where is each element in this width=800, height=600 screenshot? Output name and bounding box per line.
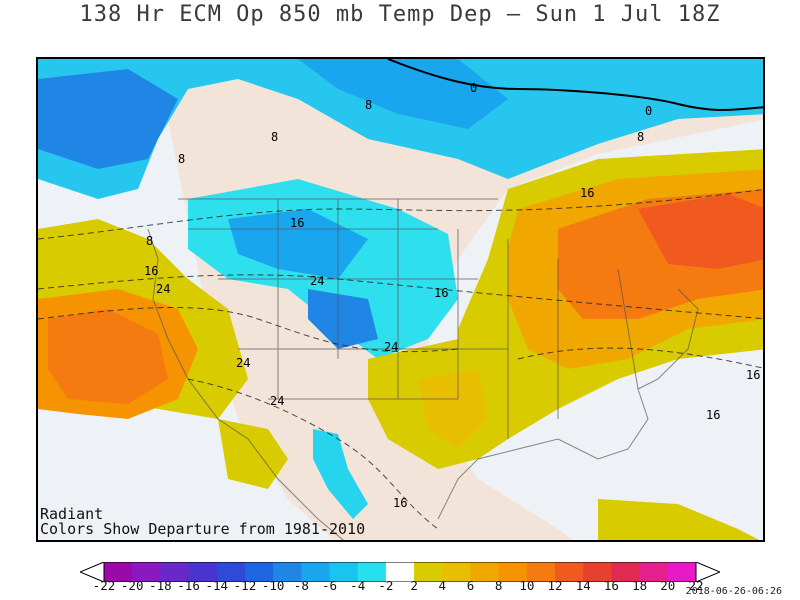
colorbar-tick-label: -22: [92, 578, 116, 593]
colorbar-swatch: [216, 562, 246, 582]
contour-label: 16: [144, 264, 158, 278]
credit-block: Radiant Colors Show Departure from 1981-…: [40, 507, 365, 537]
colorbar-swatch: [329, 562, 359, 582]
colorbar-tick-label: -14: [205, 578, 229, 593]
map-svg: 0 0 8 8 8 8 16 16 16 16 16 24 24 24 24 2…: [38, 59, 763, 540]
colorbar-swatch: [470, 562, 500, 582]
colorbar-tick-label: 8: [494, 578, 503, 593]
contour-label: 8: [146, 234, 153, 248]
contour-label: 16: [393, 496, 407, 510]
colorbar-tick-label: -4: [350, 578, 366, 593]
colorbar-tick-label: -6: [321, 578, 338, 593]
map-frame: 0 0 8 8 8 8 16 16 16 16 16 24 24 24 24 2…: [36, 57, 765, 542]
colorbar-swatch: [611, 562, 641, 582]
contour-label: 8: [271, 130, 278, 144]
colorbar-tick-label: 14: [575, 578, 591, 593]
colorbar-tick-label: 16: [603, 578, 619, 593]
colorbar-tick-label: 22: [688, 578, 704, 593]
colorbar-tick-label: -12: [233, 578, 257, 593]
colorbar-tick-label: 2: [410, 578, 418, 593]
colorbar-tick-label: -16: [177, 578, 200, 593]
colorbar-swatch: [273, 562, 302, 582]
colorbar-swatch: [442, 562, 471, 582]
contour-label: 24: [156, 282, 170, 296]
colorbar-swatch: [385, 562, 415, 582]
colorbar-swatch: [104, 562, 133, 582]
colorbar-right-arrow: [695, 562, 720, 582]
contour-label: 8: [178, 152, 185, 166]
contour-label: 24: [310, 274, 324, 288]
contour-label: 0: [645, 104, 652, 118]
colorbar-tick-label: 4: [438, 578, 447, 593]
colorbar-tick-label: -18: [149, 578, 172, 593]
colorbar-tick-label: -8: [293, 578, 309, 593]
colorbar-tick-label: 12: [547, 578, 563, 593]
credit-brand: Radiant: [40, 505, 104, 523]
contour-label: 24: [236, 356, 250, 370]
colorbar: [80, 562, 720, 582]
contour-label: 24: [384, 340, 398, 354]
map-title: 138 Hr ECM Op 850 mb Temp Dep — Sun 1 Ju…: [79, 2, 721, 27]
timestamp: 2018-06-26-06:26: [685, 586, 782, 597]
colorbar-tick-label: -2: [378, 578, 394, 593]
colorbar-tick-label: -10: [261, 578, 285, 593]
contour-label: 0: [470, 81, 477, 95]
contour-label: 16: [434, 286, 448, 300]
colorbar-swatch: [555, 562, 584, 582]
colorbar-swatch: [414, 562, 443, 582]
colorbar-swatch: [526, 562, 556, 582]
colorbar-swatch: [301, 562, 331, 582]
contour-label: 24: [270, 394, 284, 408]
contour-label: 16: [290, 216, 304, 230]
colorbar-swatch: [583, 562, 612, 582]
colorbar-swatch: [357, 562, 387, 582]
contour-label: 8: [365, 98, 372, 112]
colorbar-swatch: [667, 562, 697, 582]
colorbar-swatch: [639, 562, 669, 582]
colorbar-tick-label: 10: [519, 578, 535, 593]
colorbar-swatch: [498, 562, 528, 582]
contour-label: 16: [580, 186, 594, 200]
contour-label: 16: [706, 408, 720, 422]
colorbar-tick-label: -20: [120, 578, 144, 593]
credit-note: Colors Show Departure from 1981-2010: [40, 520, 366, 538]
colorbar-tick-label: 6: [466, 578, 475, 593]
colorbar-tick-label: 20: [660, 578, 676, 593]
colorbar-swatch: [132, 562, 161, 582]
colorbar-labels: -22 -20 -18 -16 -14 -12 -10 -8 -6 -4 -2 2 4 6 8 10 12 14 1…: [0, 578, 800, 594]
colorbar-swatch: [160, 562, 190, 582]
contour-label: 16: [746, 368, 760, 382]
contour-label: 8: [637, 130, 644, 144]
colorbar-tick-label: 18: [632, 578, 648, 593]
colorbar-swatch: [188, 562, 218, 582]
colorbar-swatch: [244, 562, 274, 582]
